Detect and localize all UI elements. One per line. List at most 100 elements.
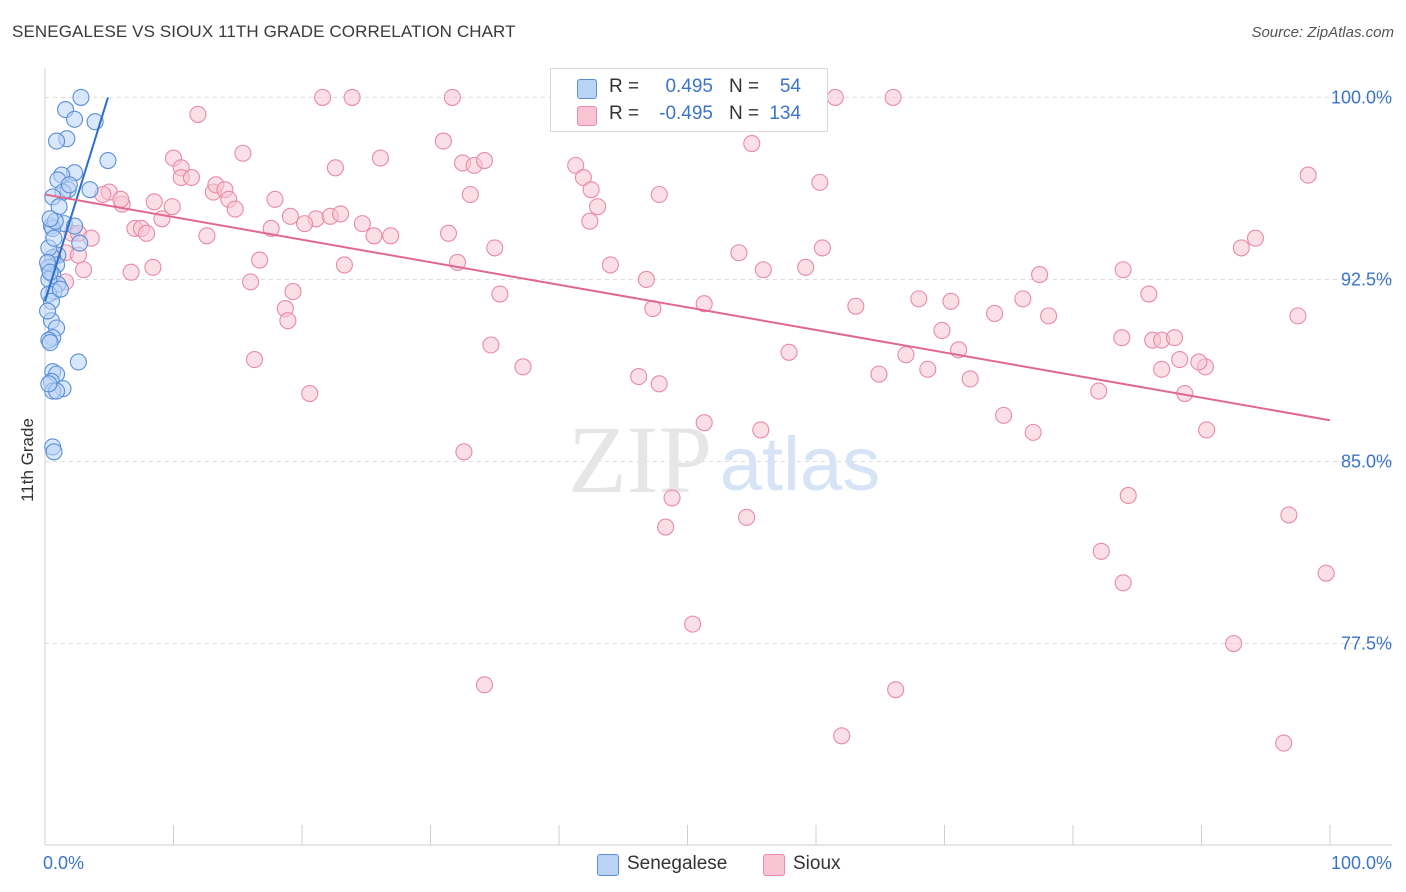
- sioux-point: [242, 273, 260, 291]
- senegalese-point: [41, 263, 59, 281]
- sioux-point: [1232, 239, 1250, 257]
- sioux-point: [695, 414, 713, 432]
- grid-lines: [45, 96, 1392, 645]
- legend-series: Senegalese Sioux: [0, 852, 1406, 878]
- sioux-point: [738, 508, 756, 526]
- trend-lines: [44, 97, 1331, 422]
- legend-row-senegalese: R = 0.495 N = 54: [551, 73, 827, 101]
- sioux-point: [1031, 266, 1049, 284]
- sioux-point: [567, 156, 585, 174]
- sioux-point: [897, 346, 915, 364]
- sioux-point: [752, 421, 770, 439]
- sioux-point: [314, 88, 332, 106]
- sioux-point: [189, 105, 207, 123]
- sioux-point: [1165, 329, 1184, 347]
- sioux-point: [1246, 229, 1265, 247]
- axes: [44, 68, 1392, 846]
- sioux-point: [582, 181, 600, 199]
- sioux-point: [684, 615, 702, 633]
- sioux-points: [57, 88, 1335, 752]
- sioux-point: [933, 321, 951, 339]
- r-label: R =: [609, 103, 640, 124]
- sioux-point: [182, 168, 201, 187]
- senegalese-points: [39, 88, 117, 461]
- senegalese-point: [41, 210, 59, 228]
- sioux-point: [650, 185, 668, 204]
- sioux-point: [1114, 574, 1132, 592]
- senegalese-point: [39, 302, 57, 320]
- sioux-point: [942, 292, 960, 310]
- senegalese-point: [81, 181, 99, 199]
- senegalese-point: [60, 176, 78, 194]
- senegalese-point: [66, 217, 84, 235]
- sioux-point: [439, 224, 458, 242]
- sioux-point: [1198, 421, 1216, 439]
- senegalese-point: [40, 375, 58, 393]
- sioux-point: [482, 336, 500, 354]
- sioux-point: [365, 227, 383, 245]
- sioux-point: [601, 256, 619, 274]
- sioux-point: [371, 149, 389, 167]
- legend-stats: R = 0.495 N = 54 R = -0.495 N = 134: [550, 68, 828, 132]
- sioux-point: [486, 239, 504, 257]
- legend-label: Sioux: [793, 853, 841, 874]
- sioux-point: [145, 193, 163, 211]
- sioux-point: [910, 290, 928, 308]
- sioux-point: [461, 185, 479, 204]
- senegalese-point: [69, 353, 87, 371]
- senegalese-point: [72, 88, 90, 106]
- sioux-point: [730, 244, 748, 262]
- r-label: R =: [609, 76, 640, 97]
- sioux-point: [163, 198, 181, 216]
- sioux-point: [112, 190, 130, 208]
- senegalese-point: [66, 110, 84, 128]
- watermark-zip: ZIP: [568, 406, 712, 513]
- sioux-point: [870, 365, 888, 383]
- n-label: N =: [729, 103, 760, 124]
- y-axis-title: 11th Grade: [18, 418, 37, 502]
- sioux-point: [986, 304, 1004, 322]
- sioux-point: [1190, 353, 1208, 371]
- sioux-point: [245, 351, 264, 369]
- sioux-point: [1289, 307, 1307, 325]
- sioux-point: [296, 215, 314, 233]
- sioux-point: [331, 205, 350, 223]
- sioux-point: [1225, 634, 1243, 653]
- sioux-point: [833, 727, 851, 745]
- y-tick-label: 100.0%: [1331, 87, 1392, 107]
- sioux-point: [1092, 542, 1110, 560]
- legend-label: Senegalese: [627, 853, 728, 874]
- sioux-point: [1014, 290, 1032, 308]
- sioux-point: [1153, 360, 1171, 378]
- sioux-point: [695, 295, 713, 313]
- y-tick-label: 85.0%: [1341, 452, 1392, 472]
- sioux-trend-line: [44, 193, 1331, 422]
- sioux-point: [811, 173, 829, 191]
- sioux-point: [650, 375, 668, 393]
- sioux-point: [266, 190, 284, 208]
- sioux-point: [279, 312, 297, 330]
- n-value: 134: [769, 103, 801, 124]
- n-value: 54: [779, 76, 801, 97]
- sioux-point: [887, 681, 905, 699]
- senegalese-swatch: [597, 854, 619, 876]
- sioux-point: [574, 168, 592, 187]
- sioux-point: [663, 489, 681, 507]
- sioux-point: [226, 200, 244, 218]
- sioux-point: [475, 676, 494, 694]
- senegalese-point: [99, 151, 117, 170]
- sioux-point: [75, 261, 93, 279]
- sioux-point: [1317, 564, 1335, 582]
- legend-row-sioux: R = -0.495 N = 134: [551, 100, 827, 128]
- n-label: N =: [729, 76, 760, 97]
- sioux-point: [443, 88, 461, 106]
- sioux-point: [1171, 351, 1189, 369]
- senegalese-point: [45, 229, 63, 247]
- senegalese-point: [48, 132, 66, 150]
- sioux-point: [919, 360, 937, 378]
- sioux-point: [455, 443, 473, 461]
- sioux-point: [281, 207, 299, 225]
- sioux-point: [1140, 285, 1158, 303]
- sioux-point: [826, 88, 844, 106]
- sioux-point: [743, 134, 761, 153]
